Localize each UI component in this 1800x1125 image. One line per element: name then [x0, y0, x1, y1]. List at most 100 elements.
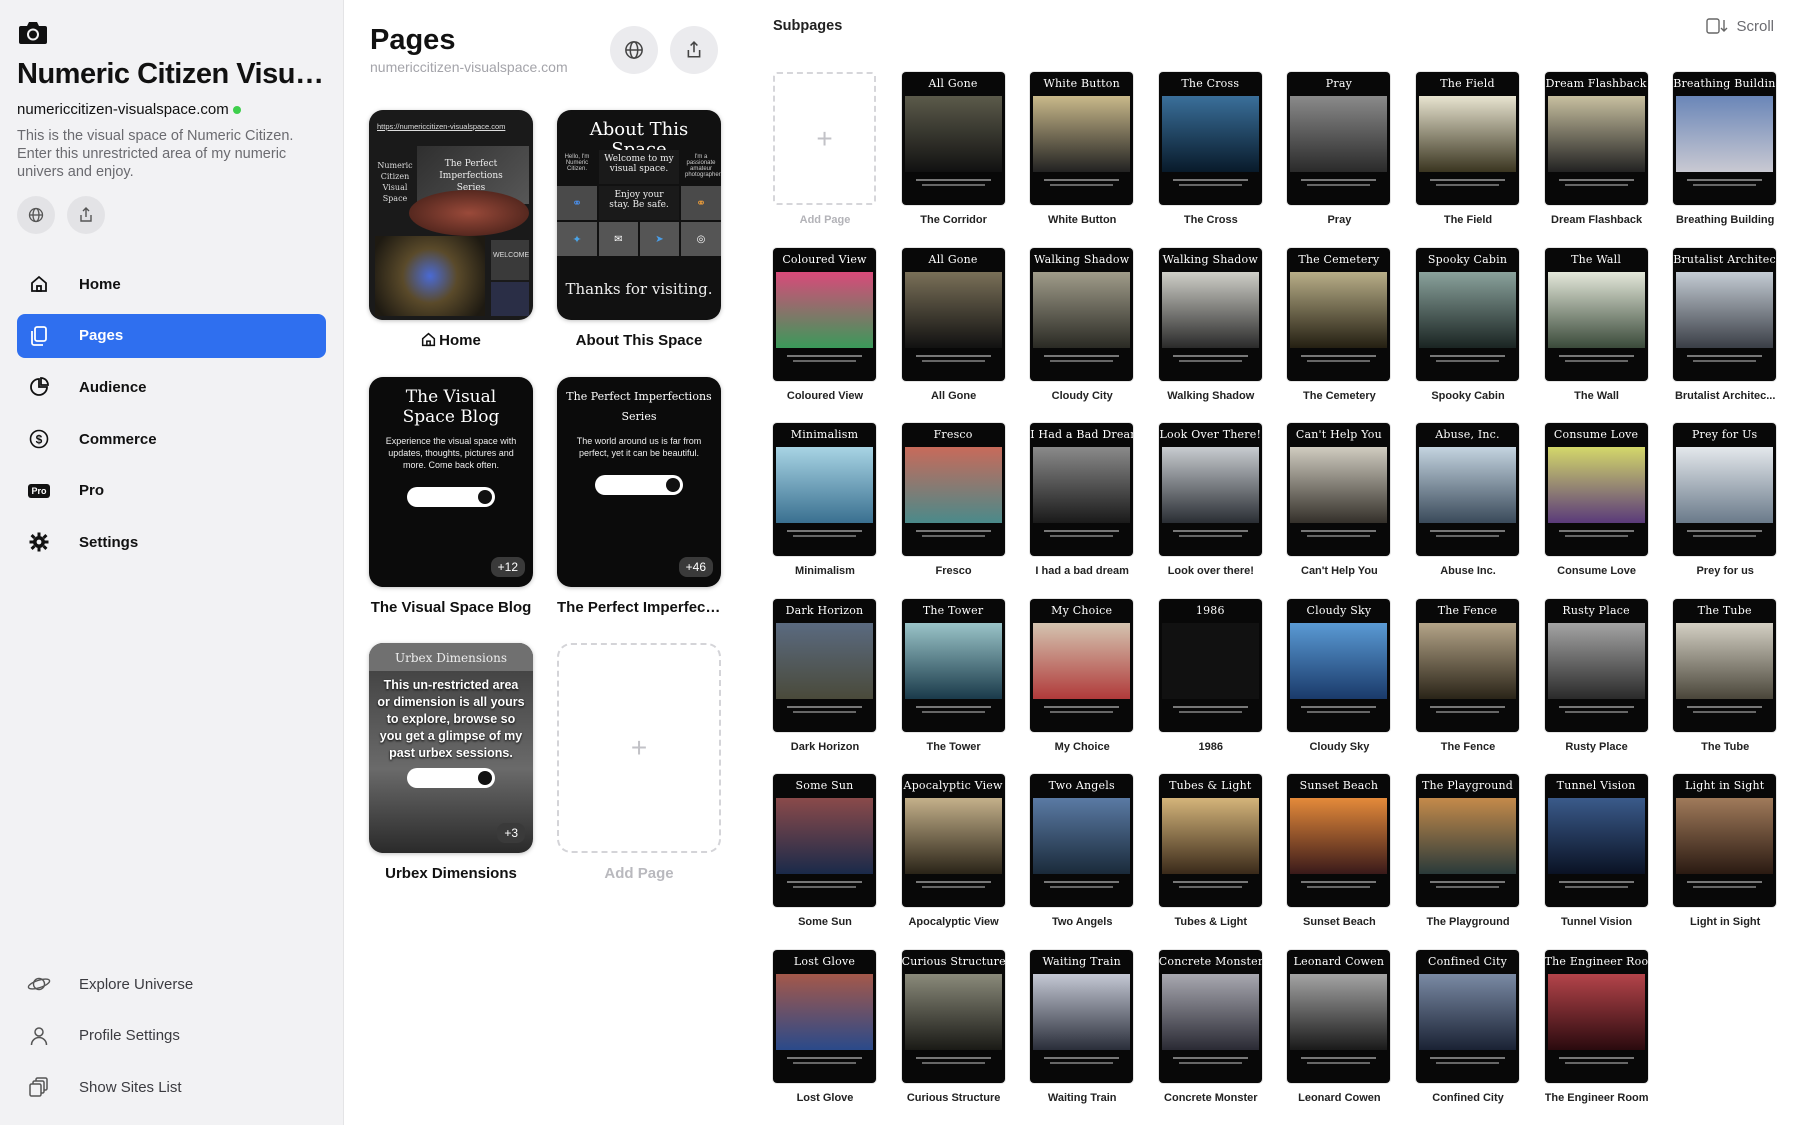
subpage-thumbnail[interactable]: Cloudy Sky [1287, 598, 1391, 732]
subpage-tile[interactable]: Dark Horizon Dark Horizon [773, 598, 877, 753]
add-subpage-tile[interactable]: + Add Page [773, 72, 877, 226]
subpage-tile[interactable]: Sunset Beach Sunset Beach [1287, 774, 1391, 928]
page-thumbnail[interactable]: The Visual Space Blog Experience the vis… [369, 377, 533, 587]
subpage-thumbnail[interactable]: Brutalist Architecture [1673, 247, 1777, 381]
subpage-thumbnail[interactable]: The Tower [901, 598, 1005, 732]
globe-button[interactable] [17, 196, 55, 234]
subpage-label[interactable]: The Fence [1440, 740, 1496, 753]
subpage-thumbnail[interactable]: The Playground [1416, 774, 1519, 908]
subpage-tile[interactable]: Lost Glove Lost Glove [773, 950, 877, 1104]
add-page-label[interactable]: Add Page [604, 865, 674, 882]
subpage-label[interactable]: Coloured View [786, 389, 864, 402]
subpage-tile[interactable]: Leonard Cowen Leonard Cowen [1287, 950, 1391, 1104]
subpage-thumbnail[interactable]: Lost Glove [773, 950, 876, 1083]
subpage-tile[interactable]: Coloured View Coloured View [773, 247, 877, 402]
subpage-thumbnail[interactable]: The Wall [1544, 247, 1648, 381]
subpage-tile[interactable]: The Tube The Tube [1673, 598, 1777, 753]
page-card-urbex[interactable]: Urbex Dimensions This un-restricted area… [369, 643, 533, 882]
profile-settings-link[interactable]: Profile Settings [17, 1014, 326, 1058]
subpage-label[interactable]: The Field [1443, 214, 1493, 226]
page-label[interactable]: The Perfect Imperfecti... [557, 599, 721, 616]
site-domain-link[interactable]: numericcitizen-visualspace.com [17, 101, 241, 118]
explore-universe-link[interactable]: Explore Universe [17, 962, 326, 1006]
nav-item-pro[interactable]: Pro Pro [17, 469, 326, 513]
subpage-thumbnail[interactable]: Fresco [901, 423, 1005, 557]
page-label[interactable]: About This Space [575, 332, 703, 349]
page-thumbnail[interactable]: https://numericcitizen-visualspace.com N… [369, 110, 533, 320]
subpage-tile[interactable]: Some Sun Some Sun [773, 774, 877, 928]
subpage-label[interactable]: Rusty Place [1565, 740, 1628, 753]
subpage-thumbnail[interactable]: The Engineer Room [1544, 950, 1648, 1083]
subpage-label[interactable]: The Corridor [920, 214, 987, 226]
page-thumbnail[interactable]: About This Space Hello, I'm Numeric Citi… [557, 110, 721, 320]
subpage-thumbnail[interactable]: The Field [1416, 72, 1519, 205]
subpage-label[interactable]: Waiting Train [1047, 1092, 1117, 1104]
subpage-thumbnail[interactable]: Curious Structure [901, 950, 1005, 1083]
subpage-tile[interactable]: Minimalism Minimalism [773, 423, 877, 577]
subpage-thumbnail[interactable]: 1986 [1158, 598, 1262, 732]
subpage-thumbnail[interactable]: Spooky Cabin [1416, 247, 1519, 381]
subpage-thumbnail[interactable]: Minimalism [773, 423, 876, 557]
page-card-home[interactable]: https://numericcitizen-visualspace.com N… [369, 110, 533, 351]
subpage-thumbnail[interactable]: My Choice [1030, 598, 1134, 732]
subpage-label[interactable]: The Wall [1574, 389, 1619, 402]
share-button[interactable] [670, 26, 718, 74]
subpage-label[interactable]: 1986 [1198, 740, 1224, 753]
subpage-tile[interactable]: Tubes & Light Tubes & Light [1158, 774, 1263, 928]
subpage-label[interactable]: Breathing Building [1675, 214, 1775, 226]
page-label[interactable]: The Visual Space Blog [370, 599, 532, 616]
subpage-tile[interactable]: Confined City Confined City [1416, 950, 1520, 1104]
subpage-thumbnail[interactable]: The Fence [1416, 598, 1519, 732]
subpage-label[interactable]: My Choice [1054, 740, 1110, 753]
subpage-label[interactable]: The Engineer Room [1544, 1092, 1649, 1104]
subpage-thumbnail[interactable]: The Cross [1158, 72, 1262, 205]
subpage-tile[interactable]: Brutalist Architecture Brutalist Architec… [1673, 247, 1777, 402]
subpage-tile[interactable]: My Choice My Choice [1030, 598, 1134, 753]
subpage-label[interactable]: Some Sun [798, 916, 852, 929]
subpage-tile[interactable]: The Cemetery The Cemetery [1287, 247, 1391, 402]
camera-icon[interactable] [18, 20, 52, 50]
subpage-label[interactable]: Brutalist Architec... [1674, 389, 1776, 402]
subpage-label[interactable]: Lost Glove [796, 1092, 854, 1104]
subpage-thumbnail[interactable]: The Cemetery [1287, 247, 1391, 381]
subpage-label[interactable]: Concrete Monster [1164, 1092, 1258, 1104]
subpage-label[interactable]: Sunset Beach [1303, 916, 1376, 929]
subpage-label[interactable]: Abuse Inc. [1440, 565, 1496, 578]
subpage-label[interactable]: Cloudy City [1051, 389, 1113, 402]
subpage-tile[interactable]: Pray Pray [1287, 72, 1391, 226]
subpage-tile[interactable]: Abuse, Inc. Abuse Inc. [1416, 423, 1520, 577]
subpage-thumbnail[interactable]: Dream Flashback [1544, 72, 1648, 205]
subpage-thumbnail[interactable]: Look Over There! [1158, 423, 1262, 557]
page-label[interactable]: Home [369, 332, 533, 351]
subpage-label[interactable]: The Tower [926, 740, 981, 753]
subpage-thumbnail[interactable]: White Button [1030, 72, 1134, 205]
subpage-thumbnail[interactable]: Walking Shadow [1158, 247, 1262, 381]
subpage-label[interactable]: All Gone [930, 389, 977, 402]
subpage-tile[interactable]: Spooky Cabin Spooky Cabin [1416, 247, 1520, 402]
subpage-label[interactable]: The Playground [1426, 916, 1510, 929]
subpage-thumbnail[interactable]: Dark Horizon [773, 598, 876, 732]
subpage-tile[interactable]: The Cross The Cross [1158, 72, 1263, 226]
subpage-tile[interactable]: Rusty Place Rusty Place [1544, 598, 1649, 753]
subpage-thumbnail[interactable]: Rusty Place [1544, 598, 1648, 732]
subpage-label[interactable]: White Button [1047, 214, 1117, 226]
subpage-thumbnail[interactable]: Concrete Monster [1158, 950, 1262, 1083]
subpage-tile[interactable]: Fresco Fresco [901, 423, 1006, 577]
subpage-tile[interactable]: Waiting Train Waiting Train [1030, 950, 1134, 1104]
show-sites-list-link[interactable]: Show Sites List [17, 1065, 326, 1109]
subpage-tile[interactable]: Prey for Us Prey for us [1673, 423, 1777, 577]
subpage-label[interactable]: The Cemetery [1303, 389, 1376, 402]
subpage-label[interactable]: Minimalism [795, 565, 855, 578]
subpage-tile[interactable]: Look Over There! Look over there! [1158, 423, 1263, 577]
subpage-label[interactable]: Prey for us [1696, 565, 1754, 578]
subpage-tile[interactable]: Tunnel Vision Tunnel Vision [1544, 774, 1649, 928]
subpage-label[interactable]: Leonard Cowen [1298, 1092, 1381, 1104]
subpage-tile[interactable]: Walking Shadow Walking Shadow [1158, 247, 1263, 402]
subpage-label[interactable]: Cloudy Sky [1309, 740, 1370, 753]
subpage-tile[interactable]: Cloudy Sky Cloudy Sky [1287, 598, 1391, 753]
subpage-tile[interactable]: White Button White Button [1030, 72, 1134, 226]
subpage-thumbnail[interactable]: Abuse, Inc. [1416, 423, 1519, 557]
subpage-thumbnail[interactable]: Tunnel Vision [1544, 774, 1648, 908]
subpage-label[interactable]: Light in Sight [1690, 916, 1761, 929]
subpage-tile[interactable]: The Engineer Room The Engineer Room [1544, 950, 1649, 1104]
